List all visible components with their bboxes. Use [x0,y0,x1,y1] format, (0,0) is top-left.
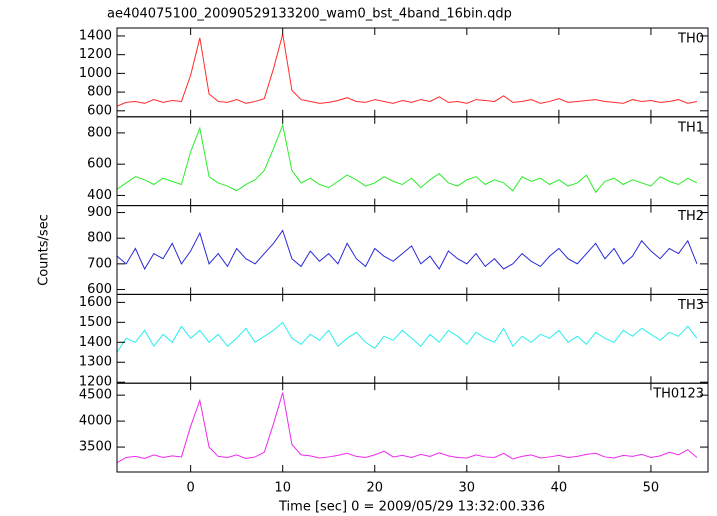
data-line [117,321,698,353]
x-tick-label: 40 [551,481,568,496]
y-tick-label: 4500 [79,388,112,403]
panel-label: TH1 [677,120,704,135]
y-tick-label: 1500 [79,315,112,330]
y-tick-label: 4000 [79,414,112,429]
panel-label: TH2 [677,209,704,224]
y-tick-label: 800 [87,85,112,100]
y-tick-label: 1400 [79,28,112,43]
y-tick-label: 1600 [79,295,112,310]
panel-label: TH0 [677,32,704,47]
y-tick-label: 1400 [79,335,112,350]
y-tick-label: 600 [87,157,112,172]
y-tick-label: 1200 [79,47,112,62]
x-tick-label: 30 [459,481,476,496]
y-tick-label: 700 [87,256,112,271]
chart-title: ae404075100_20090529133200_wam0_bst_4ban… [107,7,512,22]
panel-label: TH3 [677,298,704,313]
x-tick-label: 0 [187,481,195,496]
data-line [117,229,698,271]
x-tick-label: 20 [366,481,383,496]
y-tick-label: 1300 [79,355,112,370]
x-tick-label: 50 [643,481,660,496]
x-tick-label: 10 [274,481,291,496]
y-tick-label: 3500 [79,440,112,455]
data-line [117,392,698,464]
y-tick-label: 600 [87,282,112,297]
y-tick-label: 900 [87,205,112,220]
y-tick-label: 800 [87,231,112,246]
y-tick-label: 1200 [79,375,112,390]
data-line [117,33,698,107]
y-tick-label: 400 [87,188,112,203]
x-axis-label: Time [sec] 0 = 2009/05/29 13:32:00.336 [278,500,545,515]
panel-frame [116,205,709,295]
y-tick-label: 1000 [79,66,112,81]
panel-label: TH0123 [652,387,704,402]
data-line [117,123,698,194]
y-tick-label: 800 [87,125,112,140]
y-tick-label: 600 [87,103,112,118]
panel-frame [116,382,709,473]
y-axis-label: Counts/sec [37,214,52,286]
